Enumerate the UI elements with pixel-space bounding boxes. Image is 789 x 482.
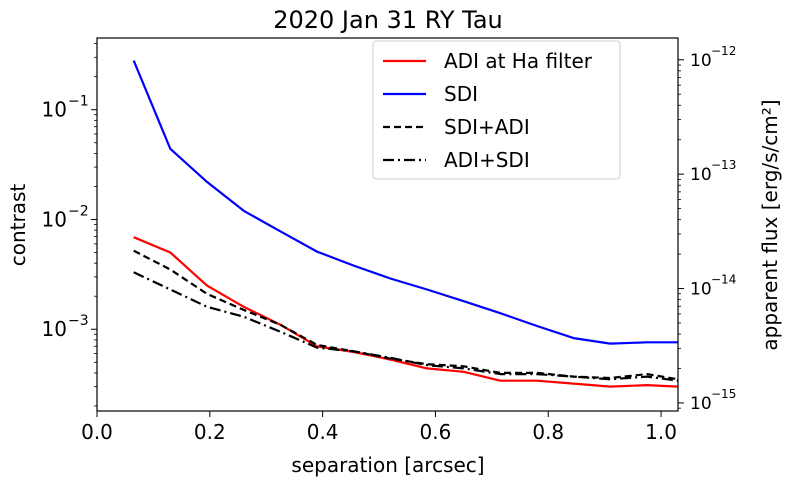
y2-tick-label: 10 [690, 51, 712, 71]
x-tick-label: 0.0 [81, 420, 113, 444]
y-tick-exponent: −2 [68, 203, 89, 219]
series-line-sdi [132, 60, 678, 345]
y-tick-exponent: −3 [68, 313, 89, 329]
y2-tick-exponent: −12 [711, 44, 736, 58]
y2-tick-label: 10 [690, 394, 712, 414]
y2-tick-exponent: −13 [711, 158, 736, 172]
series-line-sdi-adi [133, 249, 678, 381]
y-tick-label: 10 [42, 207, 67, 231]
x-axis-label: separation [arcsec] [291, 453, 484, 477]
x-tick-label: 1.0 [645, 420, 677, 444]
legend: ADI at Ha filter SDI SDI+ADI ADI+SDI [372, 40, 621, 180]
series-line-adi-at-ha-filter [133, 236, 678, 388]
legend-label: ADI at Ha filter [444, 49, 593, 73]
x-axis: 0.0 0.2 0.4 0.6 0.8 1.0 [81, 411, 677, 444]
y2-tick-label: 10 [690, 165, 712, 185]
x-tick-label: 0.8 [532, 420, 564, 444]
legend-label: SDI+ADI [444, 115, 530, 139]
legend-box [372, 40, 621, 180]
y-tick-label: 10 [42, 317, 67, 341]
y-axis: 10−310−210−1 [42, 43, 97, 407]
legend-label: ADI+SDI [444, 148, 530, 172]
x-tick-label: 0.4 [307, 420, 339, 444]
series-line-adi-sdi [133, 271, 678, 382]
y2-tick-exponent: −14 [711, 273, 736, 287]
chart-title: 2020 Jan 31 RY Tau [273, 6, 503, 34]
secondary-y-axis-label: apparent flux [erg/s/cm²] [758, 99, 782, 350]
y2-tick-exponent: −15 [711, 387, 736, 401]
y2-tick-label: 10 [690, 280, 712, 300]
y-tick-exponent: −1 [68, 94, 89, 110]
x-tick-label: 0.6 [420, 420, 452, 444]
y-tick-label: 10 [42, 98, 67, 122]
x-tick-label: 0.2 [194, 420, 226, 444]
legend-label: SDI [444, 82, 478, 106]
y-axis-label: contrast [6, 184, 30, 267]
